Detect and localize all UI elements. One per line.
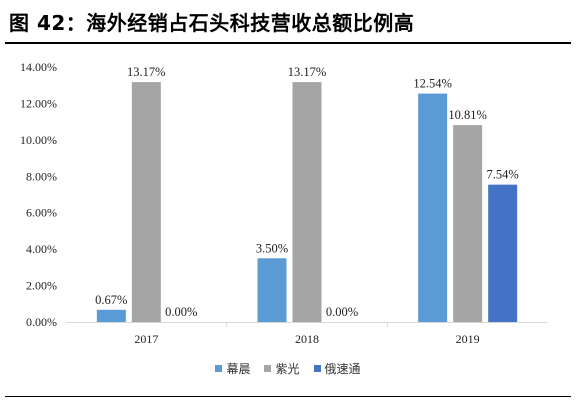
data-label: 0.00% [326,305,358,319]
legend-swatch-series-2 [264,364,272,372]
legend-label-series-2: 紫光 [275,361,300,376]
legend-item-series-3: 俄速通 [313,360,361,377]
data-label: 10.81% [448,108,487,122]
bar-2019-series-3 [488,184,518,322]
x-tick-label: 2017 [134,332,158,346]
chart-legend: 幕晨 紫光 俄速通 [0,359,576,377]
bottom-rule [5,396,571,397]
y-tick-label: 0.00% [26,315,57,329]
x-tick-label: 2018 [295,332,319,346]
data-label: 12.54% [413,77,452,91]
legend-item-series-1: 幕晨 [215,360,250,377]
data-label: 3.50% [256,241,288,255]
y-tick-label: 12.00% [20,96,57,110]
bar-2017-series-1 [96,309,126,322]
legend-swatch-series-3 [313,364,321,372]
bar-2018-series-1 [257,258,287,322]
legend-label-series-3: 俄速通 [324,361,361,376]
x-tick-label: 2019 [456,332,480,346]
figure-title: 图 42：海外经销占石头科技营收总额比例高 [9,11,415,35]
bar-2019-series-2 [453,125,483,322]
title-rule [5,42,571,44]
y-tick-label: 6.00% [26,206,57,220]
legend-swatch-series-1 [215,364,223,372]
data-label: 13.17% [288,65,327,79]
bar-2019-series-1 [418,93,448,322]
y-tick-label: 8.00% [26,169,57,183]
y-tick-label: 14.00% [20,60,57,74]
y-tick-label: 2.00% [26,279,57,293]
y-tick-label: 10.00% [20,133,57,147]
y-tick-label: 4.00% [26,242,57,256]
bar-2017-series-2 [131,82,161,322]
legend-item-series-2: 紫光 [264,360,300,377]
legend-label-series-1: 幕晨 [226,361,251,376]
data-label: 7.54% [487,168,519,182]
bar-2018-series-2 [292,82,322,322]
data-label: 0.00% [165,305,197,319]
data-label: 13.17% [127,65,166,79]
data-label: 0.67% [95,293,127,307]
